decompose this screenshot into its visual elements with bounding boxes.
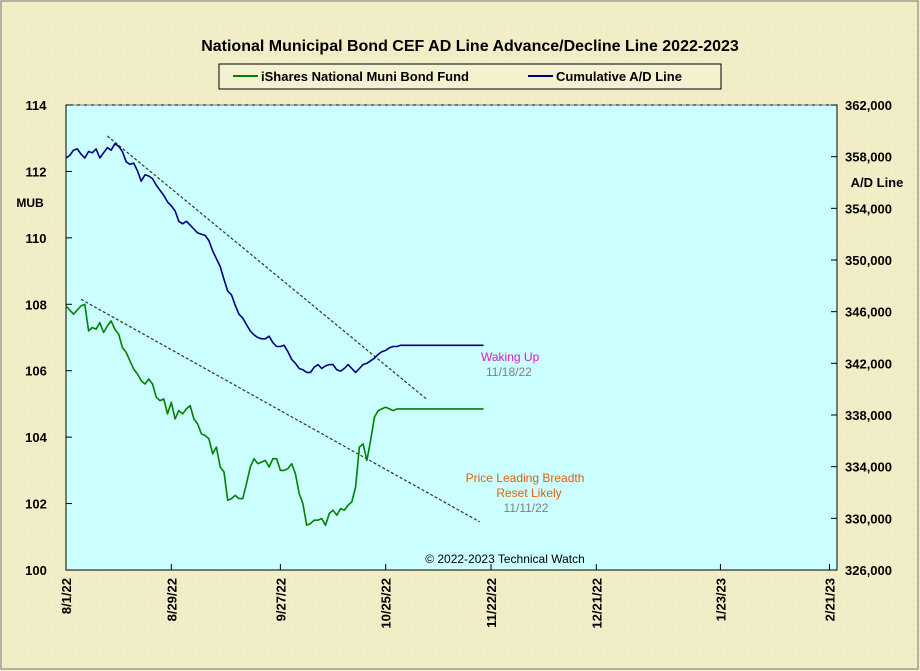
copyright-text: © 2022-2023 Technical Watch	[425, 552, 585, 566]
left-axis: 100 102 104 106 108 110 112 114	[25, 98, 72, 578]
right-tick-label-7: 354,000	[845, 201, 892, 216]
chart-title: National Municipal Bond CEF AD Line Adva…	[201, 38, 739, 55]
left-tick-label-0: 100	[25, 563, 47, 578]
trendline-1	[80, 298, 480, 523]
right-tick-label-3: 338,000	[845, 408, 892, 423]
right-tick-label-6: 350,000	[845, 253, 892, 268]
x-tick-label-7: 2/21/23	[822, 578, 837, 621]
series-line-ad	[65, 143, 484, 374]
plot-area	[65, 104, 838, 571]
x-tick-label-4: 11/22/22	[484, 578, 499, 628]
left-tick-label-7: 114	[26, 98, 48, 113]
x-tick-label-1: 8/29/22	[164, 578, 179, 621]
right-axis: 326,000 330,000 334,000 338,000 342,000 346,0…	[831, 98, 892, 578]
annotation-price-leading: Price Leading Breadth	[466, 471, 585, 485]
right-tick-label-0: 326,000	[845, 563, 892, 578]
annotation-date-reset: 11/11/22	[504, 501, 549, 515]
legend-box	[218, 63, 722, 90]
trendlines	[80, 135, 480, 523]
right-tick-label-4: 342,000	[845, 356, 892, 371]
right-tick-label-2: 334,000	[845, 460, 892, 475]
x-tick-label-2: 9/27/22	[273, 578, 288, 621]
x-tick-label-0: 8/1/22	[59, 578, 74, 614]
annotation-date-waking-up: 11/18/22	[486, 365, 532, 379]
right-tick-label-5: 346,000	[845, 305, 892, 320]
legend: iShares National Muni Bond Fund Cumulati…	[218, 63, 722, 90]
left-axis-label: MUB	[16, 196, 44, 210]
left-tick-label-2: 104	[25, 430, 47, 445]
left-tick-label-3: 106	[25, 364, 47, 379]
x-tick-label-3: 10/25/22	[379, 578, 394, 629]
x-tick-label-5: 12/21/22	[589, 578, 604, 629]
left-tick-label-4: 108	[25, 297, 47, 312]
right-tick-label-9: 362,000	[845, 98, 892, 113]
legend-label-mub: iShares National Muni Bond Fund	[261, 69, 469, 84]
right-tick-label-8: 358,000	[845, 150, 892, 165]
x-tick-label-6: 1/23/23	[713, 578, 728, 621]
left-tick-label-1: 102	[25, 497, 47, 512]
legend-label-ad: Cumulative A/D Line	[556, 69, 682, 84]
right-axis-label: A/D Line	[851, 175, 904, 190]
x-axis: 8/1/22 8/29/22 9/27/22 10/25/22 11/22/22 12/2…	[59, 564, 837, 629]
annotation-reset-likely: Reset Likely	[496, 486, 561, 500]
left-tick-label-5: 110	[26, 231, 47, 246]
trendline-0	[106, 135, 428, 400]
right-tick-label-1: 330,000	[845, 511, 892, 526]
series-line-mub	[65, 303, 484, 527]
series-lines	[65, 143, 484, 527]
left-tick-label-6: 112	[26, 164, 47, 179]
annotation-waking-up: Waking Up	[481, 350, 540, 364]
